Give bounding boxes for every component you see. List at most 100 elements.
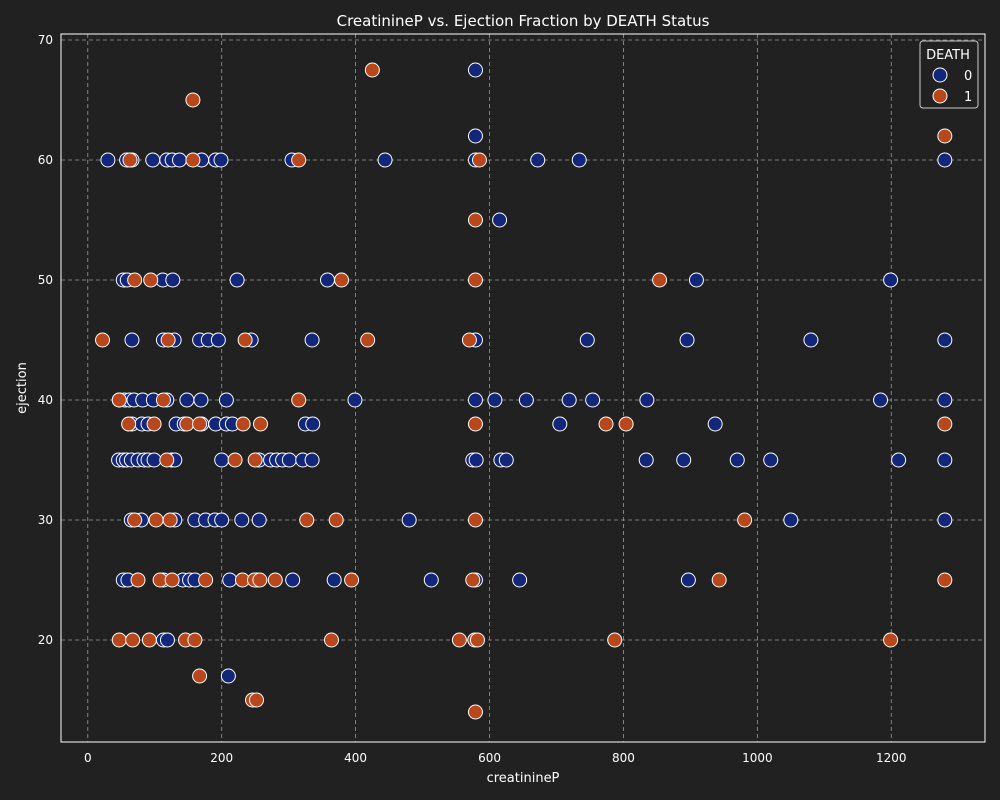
x-tick-label: 1000 <box>742 751 773 765</box>
data-point-death-1 <box>127 512 143 528</box>
data-point-death-1 <box>607 632 623 648</box>
data-point-death-0 <box>377 152 393 168</box>
data-point-death-0 <box>680 572 696 588</box>
data-point-death-0 <box>530 152 546 168</box>
data-point-death-0 <box>124 332 140 348</box>
x-tick-label: 800 <box>612 751 635 765</box>
data-point-death-0 <box>518 392 534 408</box>
data-point-death-0 <box>467 62 483 78</box>
data-point-death-1 <box>467 512 483 528</box>
data-point-death-0 <box>423 572 439 588</box>
data-point-death-1 <box>198 572 214 588</box>
x-tick-label: 400 <box>344 751 367 765</box>
data-point-death-0 <box>585 392 601 408</box>
data-point-death-0 <box>146 452 162 468</box>
data-point-death-1 <box>192 416 208 432</box>
data-point-death-0 <box>214 512 230 528</box>
data-point-death-1 <box>192 668 208 684</box>
data-point-death-0 <box>285 572 301 588</box>
data-point-death-0 <box>229 272 245 288</box>
y-tick-label: 30 <box>38 513 53 527</box>
data-point-death-1 <box>711 572 727 588</box>
data-point-death-0 <box>222 572 238 588</box>
data-point-death-1 <box>328 512 344 528</box>
data-point-death-1 <box>344 572 360 588</box>
chart-title: CreatinineP vs. Ejection Fraction by DEA… <box>337 12 710 30</box>
data-point-death-1 <box>334 272 350 288</box>
x-tick-label: 200 <box>210 751 233 765</box>
data-point-death-1 <box>469 632 485 648</box>
legend-marker-0 <box>932 67 948 83</box>
data-point-death-0 <box>179 392 195 408</box>
data-point-death-1 <box>235 416 251 432</box>
legend-title: DEATH <box>926 48 970 63</box>
data-point-death-1 <box>299 512 315 528</box>
data-point-death-0 <box>251 512 267 528</box>
data-point-death-0 <box>891 452 907 468</box>
data-point-death-0 <box>937 152 953 168</box>
data-point-death-0 <box>883 272 899 288</box>
data-point-death-1 <box>111 392 127 408</box>
data-point-death-1 <box>162 512 178 528</box>
data-point-death-0 <box>468 452 484 468</box>
data-point-death-1 <box>179 416 195 432</box>
data-point-death-0 <box>401 512 417 528</box>
data-point-death-0 <box>165 272 181 288</box>
data-point-death-1 <box>146 416 162 432</box>
legend-label-1: 1 <box>964 90 972 105</box>
y-axis-label: ejection <box>15 362 30 414</box>
data-point-death-1 <box>164 572 180 588</box>
legend-label-0: 0 <box>964 69 972 84</box>
data-point-death-1 <box>937 572 953 588</box>
data-point-death-1 <box>95 332 111 348</box>
data-point-death-0 <box>498 452 514 468</box>
data-point-death-0 <box>803 332 819 348</box>
data-point-death-1 <box>465 572 481 588</box>
data-point-death-0 <box>100 152 116 168</box>
data-point-death-1 <box>247 452 263 468</box>
data-point-death-0 <box>193 392 209 408</box>
data-point-death-1 <box>187 632 203 648</box>
data-point-death-1 <box>324 632 340 648</box>
data-point-death-0 <box>579 332 595 348</box>
data-point-death-1 <box>125 632 141 648</box>
data-point-death-0 <box>937 332 953 348</box>
data-point-death-1 <box>883 632 899 648</box>
y-tick-label: 20 <box>38 633 53 647</box>
data-point-death-0 <box>512 572 528 588</box>
data-point-death-1 <box>185 92 201 108</box>
data-point-death-1 <box>237 332 253 348</box>
data-point-death-1 <box>461 332 477 348</box>
x-tick-label: 0 <box>84 751 92 765</box>
data-point-death-0 <box>763 452 779 468</box>
data-point-death-0 <box>937 392 953 408</box>
data-point-death-0 <box>467 392 483 408</box>
data-point-death-1 <box>155 392 171 408</box>
data-point-death-0 <box>783 512 799 528</box>
data-point-death-1 <box>253 416 269 432</box>
data-point-death-0 <box>218 392 234 408</box>
data-point-death-1 <box>360 332 376 348</box>
data-point-death-0 <box>214 452 230 468</box>
data-point-death-1 <box>364 62 380 78</box>
data-point-death-1 <box>937 128 953 144</box>
data-point-death-0 <box>145 152 161 168</box>
x-tick-label: 1200 <box>876 751 907 765</box>
data-point-death-1 <box>937 416 953 432</box>
data-point-death-0 <box>305 416 321 432</box>
data-point-death-0 <box>707 416 723 432</box>
data-point-death-1 <box>127 272 143 288</box>
data-point-death-0 <box>234 512 250 528</box>
data-point-death-0 <box>487 392 503 408</box>
x-tick-label: 600 <box>478 751 501 765</box>
data-point-death-1 <box>160 332 176 348</box>
data-point-death-0 <box>213 152 229 168</box>
y-tick-label: 40 <box>38 393 53 407</box>
plot-frame <box>60 33 986 743</box>
data-point-death-1 <box>148 512 164 528</box>
data-point-death-1 <box>291 152 307 168</box>
data-point-death-1 <box>618 416 634 432</box>
data-point-death-0 <box>210 332 226 348</box>
data-point-death-1 <box>467 704 483 720</box>
